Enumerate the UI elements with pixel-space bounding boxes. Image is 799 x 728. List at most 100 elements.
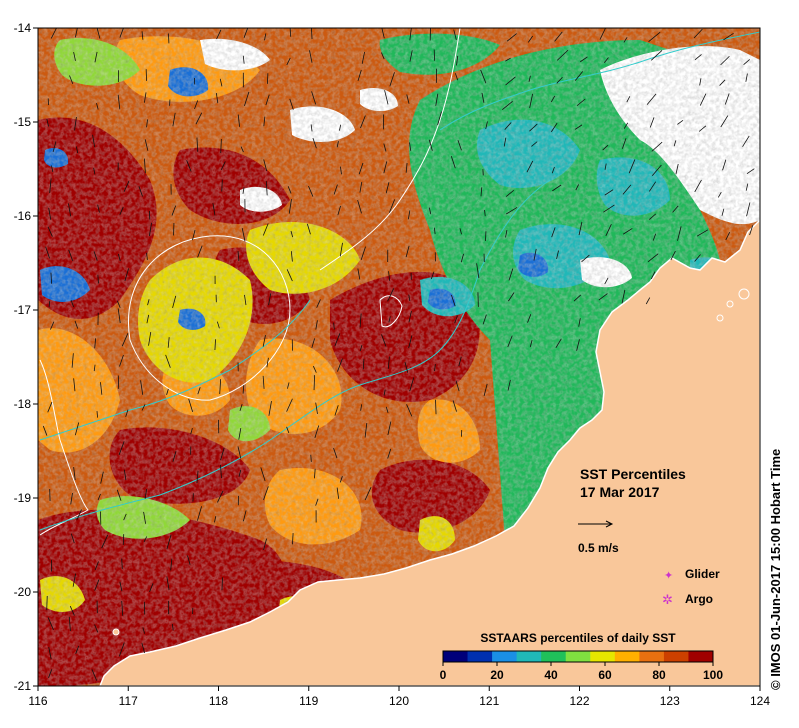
current-vector xyxy=(670,250,676,261)
current-vector xyxy=(315,402,318,415)
current-vector xyxy=(220,447,225,461)
current-vector xyxy=(74,320,79,329)
current-vector xyxy=(238,428,242,440)
current-vector xyxy=(124,268,130,282)
current-vector xyxy=(505,76,516,86)
current-vector xyxy=(723,32,734,41)
current-vector xyxy=(148,332,152,346)
current-vector xyxy=(47,401,53,413)
current-vector xyxy=(529,123,538,132)
current-vector xyxy=(94,624,99,633)
current-vector xyxy=(677,119,684,125)
colorbar-title: SSTAARS percentiles of daily SST xyxy=(480,631,676,645)
current-vector xyxy=(626,96,631,103)
colorbar-segment xyxy=(541,651,567,662)
colorbar-segment xyxy=(516,651,542,662)
current-vector xyxy=(673,140,677,147)
current-vector xyxy=(172,295,177,309)
current-vector xyxy=(171,205,177,216)
current-vector xyxy=(290,230,294,238)
current-vector xyxy=(340,166,342,175)
current-vector xyxy=(408,335,413,349)
current-vector xyxy=(117,308,121,324)
current-vector xyxy=(212,203,216,216)
current-vector xyxy=(144,92,147,103)
current-vector xyxy=(101,534,109,549)
current-vector xyxy=(51,165,54,173)
current-vector xyxy=(459,228,462,235)
current-vector xyxy=(428,207,432,215)
current-vector xyxy=(68,203,72,217)
current-vector xyxy=(720,55,730,66)
current-vector xyxy=(141,642,145,654)
current-vector xyxy=(480,69,487,84)
current-vector xyxy=(311,91,317,105)
current-vector xyxy=(286,57,291,66)
current-vector xyxy=(556,250,559,260)
current-vector xyxy=(96,103,99,110)
current-vector xyxy=(724,93,730,105)
current-vector xyxy=(383,143,387,152)
current-vector xyxy=(720,115,729,128)
current-vector xyxy=(262,335,266,347)
current-vector xyxy=(358,162,364,175)
current-vector xyxy=(73,467,76,481)
current-vector xyxy=(357,69,362,81)
current-vector xyxy=(46,595,48,611)
current-vector xyxy=(121,333,129,347)
current-vector xyxy=(308,185,314,197)
current-vector xyxy=(333,184,338,195)
current-vector xyxy=(263,116,266,127)
current-vector xyxy=(70,492,73,505)
current-vector xyxy=(336,141,339,148)
current-vector xyxy=(484,209,486,217)
current-vector xyxy=(389,199,396,213)
current-vector xyxy=(241,228,246,242)
current-vector xyxy=(220,161,226,171)
current-vector xyxy=(406,94,410,104)
current-vector xyxy=(188,398,193,413)
current-vector xyxy=(503,137,507,147)
current-vector xyxy=(166,576,170,591)
current-vector xyxy=(97,274,99,284)
current-vector xyxy=(119,28,124,38)
current-vector xyxy=(265,94,270,106)
current-vector xyxy=(651,164,662,177)
current-vector xyxy=(70,299,75,308)
current-vector xyxy=(603,204,615,213)
current-vector xyxy=(480,187,483,197)
current-vector xyxy=(357,268,361,280)
current-vector xyxy=(649,213,657,220)
credit-text: © IMOS 01-Jun-2017 15:00 Hobart Time xyxy=(768,448,783,690)
current-vector xyxy=(142,627,146,634)
current-vector xyxy=(383,389,386,396)
current-vector xyxy=(264,33,267,41)
current-vector xyxy=(315,498,319,506)
current-vector xyxy=(96,28,101,39)
current-vector xyxy=(505,229,508,238)
current-vector xyxy=(289,98,294,110)
current-vector xyxy=(70,533,75,544)
current-vector xyxy=(556,76,563,84)
current-vector xyxy=(312,137,317,149)
current-vectors xyxy=(42,28,755,681)
current-vector xyxy=(604,277,609,285)
current-vector xyxy=(551,166,555,174)
current-vector xyxy=(237,114,240,127)
current-vector xyxy=(555,338,562,349)
current-vector xyxy=(725,231,731,241)
current-vector xyxy=(339,124,342,131)
current-vector xyxy=(526,160,534,173)
current-vector xyxy=(360,246,366,260)
current-vector xyxy=(268,293,272,306)
lon-tick-label: 123 xyxy=(660,694,680,708)
current-vector xyxy=(216,321,220,329)
current-vector xyxy=(242,55,245,64)
land-mass xyxy=(99,218,760,686)
current-vector xyxy=(314,468,316,479)
current-vector xyxy=(364,486,372,501)
current-vector xyxy=(743,59,750,65)
current-vector xyxy=(242,510,247,522)
current-vector xyxy=(408,294,411,302)
current-vector xyxy=(603,57,609,64)
